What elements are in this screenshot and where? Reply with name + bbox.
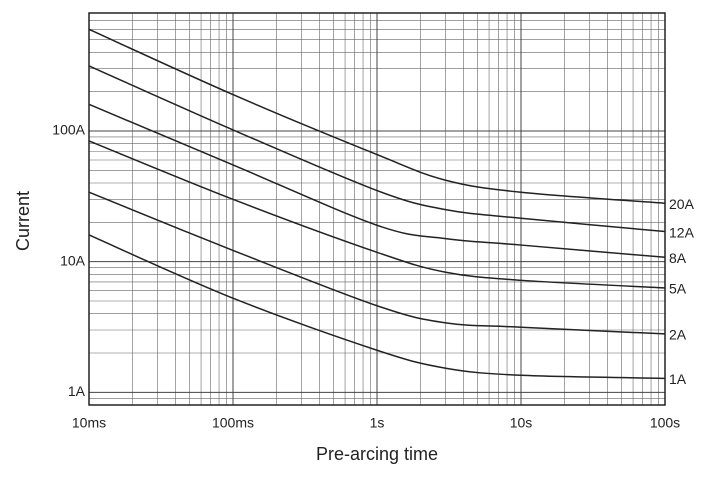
curve <box>88 28 666 204</box>
series-label: 12A <box>669 224 695 240</box>
y-tick-label: 100A <box>52 122 85 138</box>
plot-frame <box>88 12 666 406</box>
curve <box>88 191 666 335</box>
curve <box>88 140 666 289</box>
series-label: 2A <box>669 327 687 343</box>
y-tick-label: 1A <box>68 383 86 399</box>
series-label: 20A <box>669 196 695 212</box>
series-label: 5A <box>669 281 687 297</box>
x-tick-label: 100s <box>650 415 680 431</box>
curve <box>88 103 666 259</box>
y-axis-title: Current <box>13 191 33 251</box>
x-tick-label: 1s <box>370 415 385 431</box>
series-label: 8A <box>669 250 687 266</box>
series-label: 1A <box>669 371 687 387</box>
x-tick-label: 10ms <box>72 415 106 431</box>
y-tick-label: 10A <box>60 252 86 268</box>
x-tick-label: 10s <box>510 415 533 431</box>
x-axis-title: Pre-arcing time <box>316 444 438 464</box>
curve <box>88 234 666 380</box>
curve <box>88 65 666 233</box>
x-tick-label: 100ms <box>212 415 254 431</box>
